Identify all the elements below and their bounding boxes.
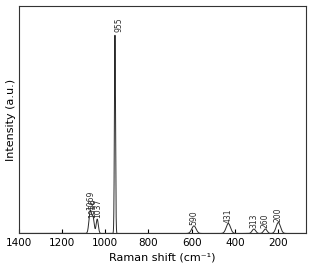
Text: 590: 590 <box>189 211 198 225</box>
Text: 313: 313 <box>249 214 258 228</box>
X-axis label: Raman shift (cm⁻¹): Raman shift (cm⁻¹) <box>109 252 216 262</box>
Text: 1069: 1069 <box>86 190 95 210</box>
Text: 200: 200 <box>274 207 283 222</box>
Text: 1037: 1037 <box>93 199 102 218</box>
Text: 431: 431 <box>224 209 233 223</box>
Y-axis label: Intensity (a.u.): Intensity (a.u.) <box>6 79 16 161</box>
Text: 1056: 1056 <box>89 198 98 218</box>
Text: 260: 260 <box>261 214 270 228</box>
Text: 955: 955 <box>114 18 123 32</box>
